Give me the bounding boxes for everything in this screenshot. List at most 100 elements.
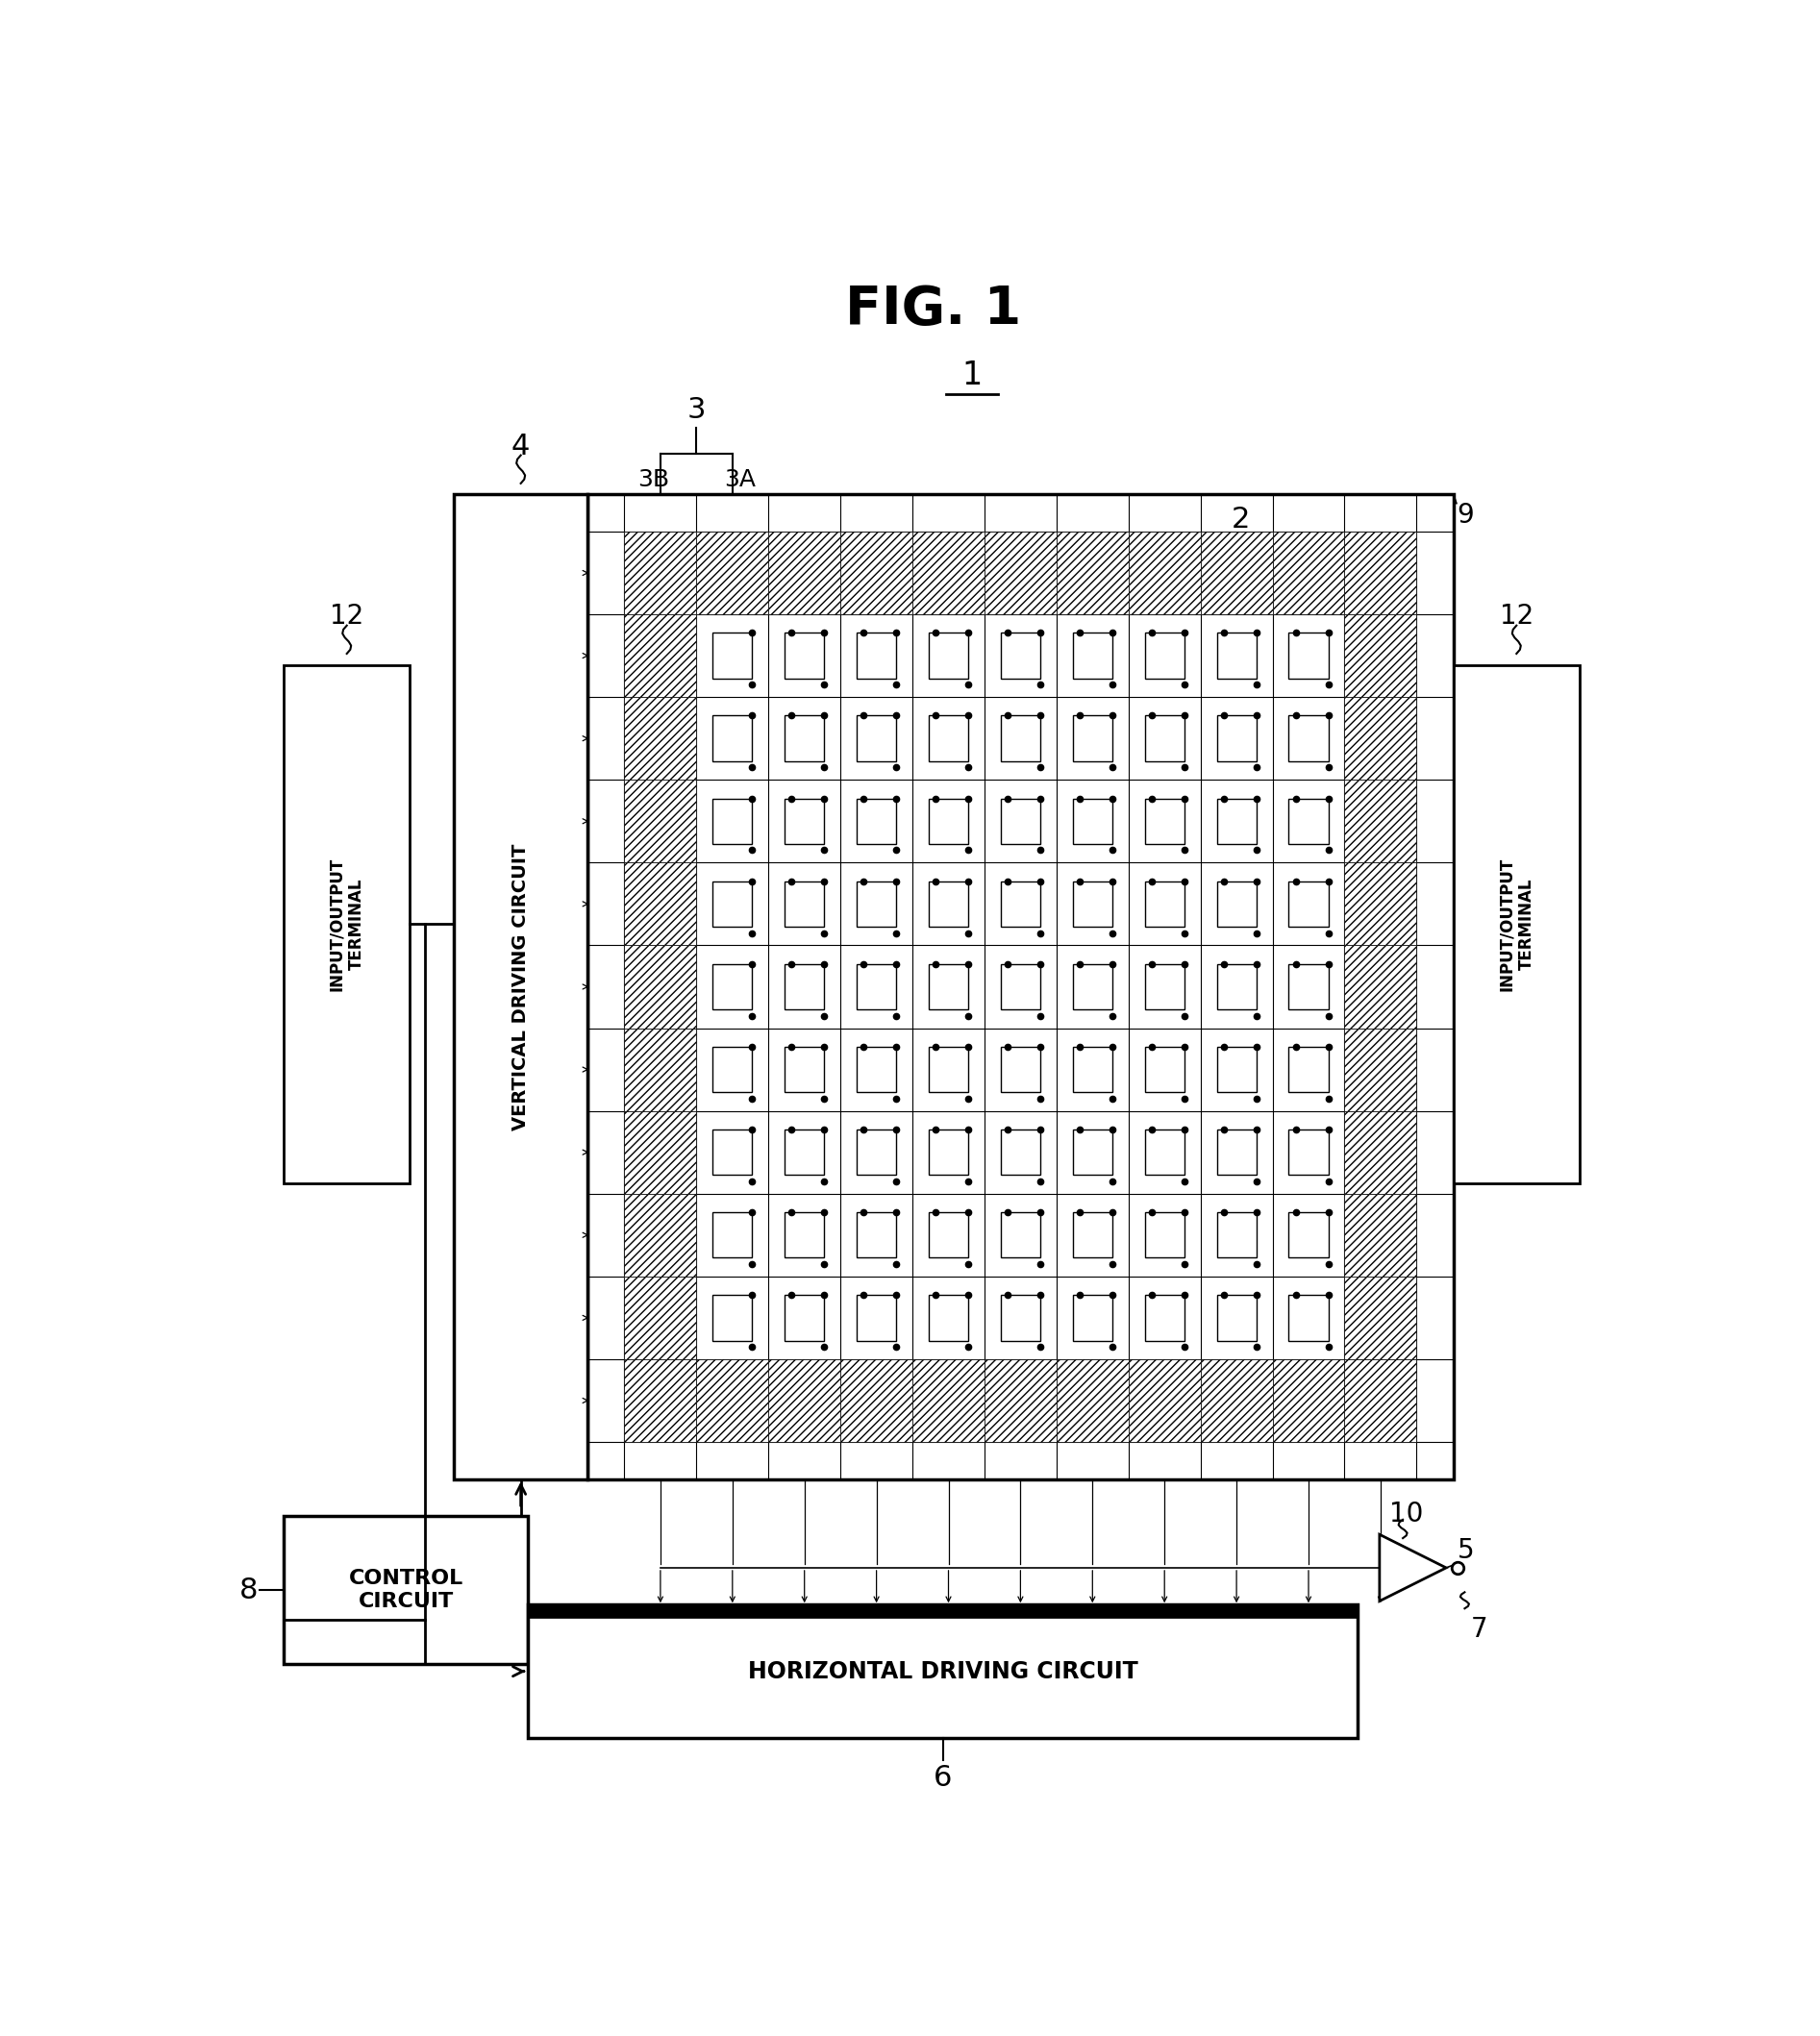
Bar [713,717,752,761]
Bar [1289,963,1329,1010]
Bar [713,1211,752,1258]
Bar [857,1047,895,1091]
Bar [713,633,752,678]
Bar [1001,882,1041,926]
Bar [624,1028,697,1112]
Bar [1072,882,1112,926]
Bar [1145,963,1185,1010]
Bar [1001,1295,1041,1340]
Bar [1001,963,1041,1010]
Bar [713,963,752,1010]
Bar [1145,717,1185,761]
Bar [857,1130,895,1175]
Bar [713,1295,752,1340]
Bar [624,1193,697,1277]
Bar [1289,1130,1329,1175]
Bar [1345,615,1416,696]
Bar [624,863,697,945]
Bar [1145,1295,1185,1340]
Text: 2: 2 [1232,505,1250,533]
Bar [928,1047,968,1091]
Bar [1001,717,1041,761]
Bar [713,1130,752,1175]
Bar [624,615,697,696]
Bar [784,798,824,845]
Bar [1218,1295,1256,1340]
Bar [455,495,588,1478]
Bar [1218,963,1256,1010]
Bar [1345,531,1416,615]
Bar [1218,717,1256,761]
Bar [857,1295,895,1340]
Bar [624,780,697,863]
Bar [1145,1130,1185,1175]
Bar [784,1295,824,1340]
Bar [1072,1211,1112,1258]
Bar [912,1360,985,1441]
Bar [768,531,841,615]
Bar [1001,798,1041,845]
Bar [1145,1211,1185,1258]
Bar [784,1047,824,1091]
Bar [1128,531,1201,615]
Bar [1345,1112,1416,1193]
Bar [1289,717,1329,761]
Bar [1289,633,1329,678]
Bar [1072,717,1112,761]
Bar [624,696,697,780]
Bar [1145,798,1185,845]
Bar [1218,1211,1256,1258]
Bar [713,798,752,845]
Bar [624,1277,697,1360]
Text: 10: 10 [1389,1501,1423,1527]
Bar [1345,696,1416,780]
Bar [784,963,824,1010]
Bar [588,495,1454,1478]
Bar [1072,963,1112,1010]
Bar [528,1604,1358,1739]
Bar [857,717,895,761]
Text: 4: 4 [511,432,530,460]
Bar [1056,1360,1128,1441]
Bar [1145,882,1185,926]
Text: 3A: 3A [724,468,755,491]
Bar [697,531,768,615]
Bar [841,1360,912,1441]
Bar [985,531,1056,615]
Bar [928,1211,968,1258]
Bar [1001,1047,1041,1091]
Bar [1289,882,1329,926]
Bar [857,882,895,926]
Polygon shape [1380,1535,1447,1600]
Bar [697,1360,768,1441]
Bar [768,1360,841,1441]
Bar [1072,798,1112,845]
Bar [1345,1277,1416,1360]
Bar [928,717,968,761]
Text: CONTROL
CIRCUIT: CONTROL CIRCUIT [349,1570,464,1610]
Bar [1289,1047,1329,1091]
Text: 1: 1 [963,358,983,391]
Text: 6: 6 [934,1763,952,1792]
Bar [841,531,912,615]
Bar [713,882,752,926]
Bar [1289,1211,1329,1258]
Bar [1345,1360,1416,1441]
Bar [1001,1211,1041,1258]
Bar [1072,1130,1112,1175]
Bar [1001,1130,1041,1175]
Bar [784,1211,824,1258]
Bar [1345,1028,1416,1112]
Text: 3: 3 [688,397,706,423]
Bar [1056,531,1128,615]
Bar [928,633,968,678]
Bar [1072,1047,1112,1091]
Bar [1218,1047,1256,1091]
Bar [1272,531,1345,615]
Text: FIG. 1: FIG. 1 [844,283,1021,336]
Bar [1218,1130,1256,1175]
Bar [928,1295,968,1340]
Bar [784,717,824,761]
Bar [284,1517,528,1663]
Bar [928,798,968,845]
